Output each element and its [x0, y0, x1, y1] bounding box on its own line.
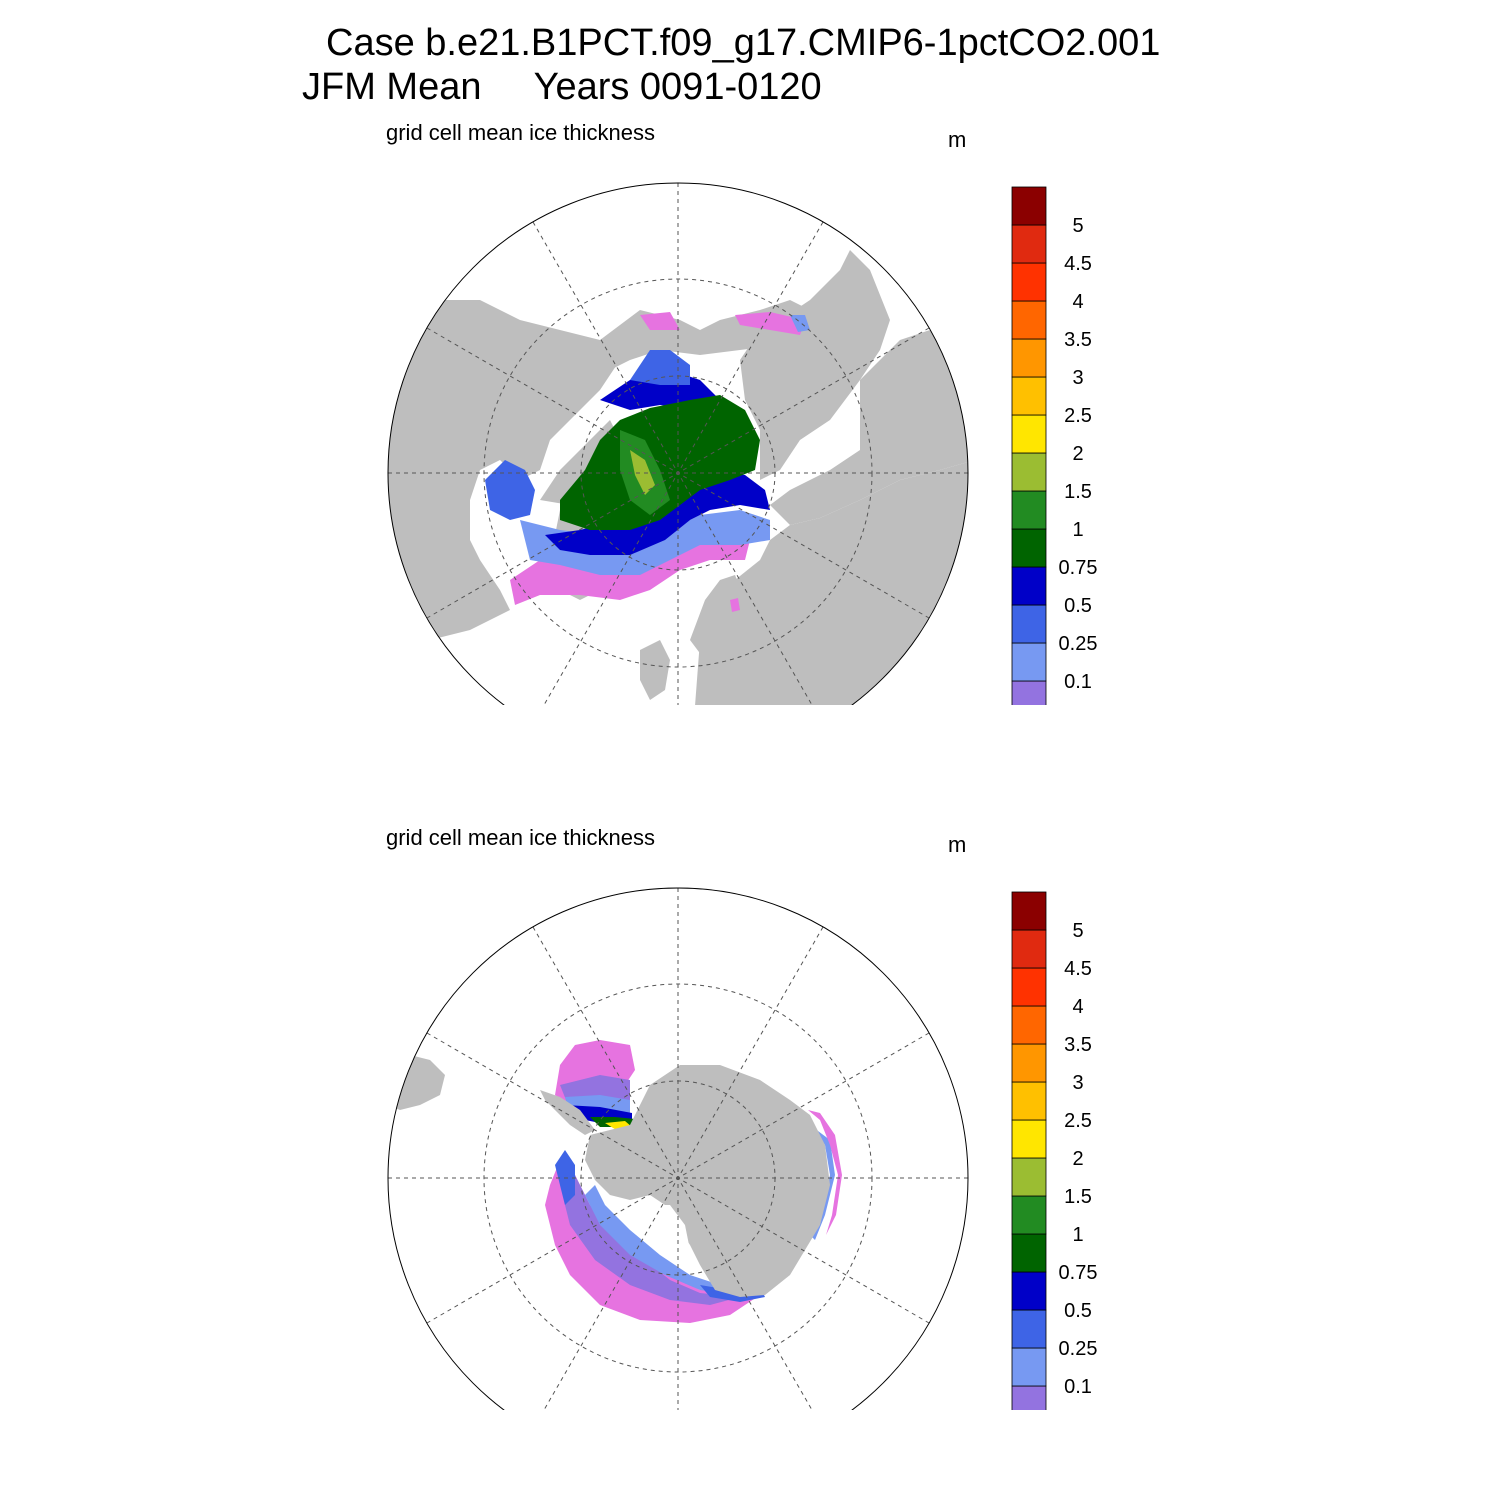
- figure-title-line-1: Case b.e21.B1PCT.f09_g17.CMIP6-1pctCO2.0…: [326, 22, 1161, 64]
- antarctic-panel: grid cell mean ice thickness m: [0, 705, 1500, 1410]
- antarctic-colorbar-tick-label: 0.75: [1059, 1262, 1098, 1284]
- arctic-colorbar-tick-label: 0.5: [1064, 595, 1092, 617]
- antarctic-colorbar-tick-label: 0.25: [1059, 1338, 1098, 1360]
- arctic-graticule: [388, 183, 968, 705]
- arctic-ice-hudson-bay: [485, 460, 535, 520]
- antarctic-colorbar-swatch: [1011, 929, 1047, 969]
- antarctic-panel-label: grid cell mean ice thickness: [386, 825, 656, 850]
- arctic-colorbar-tick-label: 1: [1072, 519, 1083, 541]
- antarctic-ice-east-edge: [810, 1125, 835, 1240]
- arctic-colorbar-swatch: [1011, 300, 1047, 340]
- arctic-land-scandinavia: [690, 575, 745, 660]
- antarctic-colorbar-tick-label: 4: [1072, 996, 1083, 1018]
- antarctic-colorbar-swatch: [1011, 1043, 1047, 1083]
- arctic-ice-baltic: [730, 598, 740, 612]
- antarctic-panel-unit: m: [948, 832, 967, 857]
- arctic-land-siberia: [740, 250, 890, 480]
- antarctic-colorbar-swatch: [1011, 1195, 1047, 1235]
- arctic-colorbar-swatch: [1011, 642, 1047, 682]
- arctic-colorbar-swatch: [1011, 604, 1047, 644]
- arctic-colorbar-tick-label: 0.75: [1059, 557, 1098, 579]
- antarctic-colorbar-tick-label: 1.5: [1064, 1186, 1092, 1208]
- antarctic-colorbar-tick-label: 2.5: [1064, 1110, 1092, 1132]
- arctic-colorbar-swatch: [1011, 338, 1047, 378]
- arctic-land-uk: [640, 640, 670, 700]
- antarctic-land-ross-shelf: [650, 1205, 690, 1255]
- arctic-ice-okhotsk-blue: [790, 315, 810, 332]
- arctic-colorbar-tick-label: 5: [1072, 215, 1083, 237]
- arctic-ice-thick-core: [560, 395, 760, 530]
- arctic-colorbar-tick-label: 3: [1072, 367, 1083, 389]
- antarctic-colorbar-swatch: [1011, 967, 1047, 1007]
- figure-title-line-2: JFM Mean Years 0091-0120: [302, 66, 822, 108]
- antarctic-ice-ross-purple: [560, 1175, 740, 1305]
- antarctic-colorbar-swatch: [1011, 1081, 1047, 1121]
- antarctic-colorbar-swatch: [1011, 1271, 1047, 1311]
- antarctic-graticule: [388, 888, 968, 1410]
- arctic-colorbar-swatch: [1011, 528, 1047, 568]
- antarctic-colorbar-tick-label: 3.5: [1064, 1034, 1092, 1056]
- arctic-colorbar-swatch: [1011, 680, 1047, 705]
- antarctic-colorbar-tick-label: 3: [1072, 1072, 1083, 1094]
- arctic-colorbar-tick-label: 4: [1072, 291, 1083, 313]
- arctic-colorbar-tick-label: 0.25: [1059, 633, 1098, 655]
- arctic-colorbar-swatch: [1011, 490, 1047, 530]
- arctic-colorbar-swatch: [1011, 186, 1047, 226]
- antarctic-colorbar-swatch: [1011, 1347, 1047, 1387]
- arctic-land-siberia-east: [770, 330, 968, 525]
- arctic-colorbar-swatch: [1011, 452, 1047, 492]
- arctic-panel-unit: m: [948, 127, 967, 152]
- arctic-colorbar-tick-label: 0.1: [1064, 671, 1092, 693]
- antarctic-colorbar-swatch: [1011, 1385, 1047, 1410]
- antarctic-colorbar-tick-label: 2: [1072, 1148, 1083, 1170]
- antarctic-colorbar-tick-label: 0.1: [1064, 1376, 1092, 1398]
- arctic-panel-label: grid cell mean ice thickness: [386, 120, 656, 145]
- arctic-land-north-america: [388, 300, 620, 650]
- antarctic-ice-ross-lightblue: [585, 1185, 750, 1295]
- arctic-panel: grid cell mean ice thickness m: [0, 0, 1500, 705]
- antarctic-map-boundary: [387, 887, 969, 1410]
- antarctic-polar-map: [387, 887, 969, 1410]
- antarctic-colorbar-swatch: [1011, 1005, 1047, 1045]
- antarctic-ice-east-edge-pink: [808, 1110, 842, 1235]
- antarctic-colorbar-tick-label: 5: [1072, 920, 1083, 942]
- arctic-colorbar-tick-label: 2: [1072, 443, 1083, 465]
- arctic-colorbar-tick-label: 4.5: [1064, 253, 1092, 275]
- arctic-colorbar-swatch: [1011, 262, 1047, 302]
- arctic-colorbar-swatch: [1011, 566, 1047, 606]
- arctic-colorbar-tick-label: 3.5: [1064, 329, 1092, 351]
- antarctic-colorbar-tick-label: 4.5: [1064, 958, 1092, 980]
- antarctic-colorbar-swatch: [1011, 1233, 1047, 1273]
- arctic-ice-bering: [640, 312, 680, 330]
- antarctic-colorbar-tick-label: 0.5: [1064, 1300, 1092, 1322]
- arctic-colorbar-swatch: [1011, 414, 1047, 454]
- arctic-colorbar-swatch: [1011, 376, 1047, 416]
- arctic-ice-chukchi-light: [630, 350, 690, 385]
- arctic-ice-okhotsk: [735, 312, 805, 335]
- arctic-colorbar-tick-label: 2.5: [1064, 405, 1092, 427]
- antarctic-colorbar-swatch: [1011, 1119, 1047, 1159]
- antarctic-land-peninsula: [540, 1090, 595, 1135]
- antarctic-colorbar-swatch: [1011, 891, 1047, 931]
- arctic-polar-map: [387, 182, 969, 705]
- arctic-colorbar-tick-label: 1.5: [1064, 481, 1092, 503]
- antarctic-colorbar-swatch: [1011, 1309, 1047, 1349]
- antarctic-colorbar-swatch: [1011, 1157, 1047, 1197]
- arctic-ice-yellowgreen: [630, 450, 655, 495]
- antarctic-colorbar-tick-label: 1: [1072, 1224, 1083, 1246]
- antarctic-ice-ross-pink: [545, 1160, 760, 1323]
- arctic-colorbar-swatch: [1011, 224, 1047, 264]
- arctic-map-boundary: [387, 182, 969, 705]
